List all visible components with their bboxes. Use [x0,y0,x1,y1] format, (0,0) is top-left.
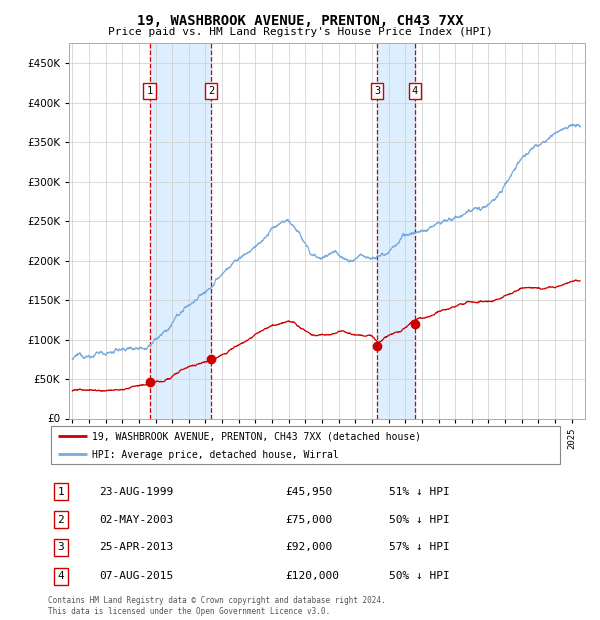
Text: £75,000: £75,000 [286,515,332,525]
Text: 07-AUG-2015: 07-AUG-2015 [100,572,174,582]
Text: 4: 4 [58,572,64,582]
Text: 50% ↓ HPI: 50% ↓ HPI [389,515,449,525]
Text: 1: 1 [58,487,64,497]
Text: £120,000: £120,000 [286,572,340,582]
Bar [149,43,211,418]
Text: 23-AUG-1999: 23-AUG-1999 [100,487,174,497]
Text: 2: 2 [58,515,64,525]
Text: £92,000: £92,000 [286,542,332,552]
Text: 4: 4 [412,86,418,95]
Bar [377,43,415,418]
Text: 2: 2 [208,86,214,95]
Text: Price paid vs. HM Land Registry's House Price Index (HPI): Price paid vs. HM Land Registry's House … [107,27,493,37]
Text: 19, WASHBROOK AVENUE, PRENTON, CH43 7XX (detached house): 19, WASHBROOK AVENUE, PRENTON, CH43 7XX … [92,432,421,441]
Text: 25-APR-2013: 25-APR-2013 [100,542,174,552]
Text: 51% ↓ HPI: 51% ↓ HPI [389,487,449,497]
Text: £45,950: £45,950 [286,487,332,497]
Text: 50% ↓ HPI: 50% ↓ HPI [389,572,449,582]
Text: 3: 3 [374,86,380,95]
Text: 3: 3 [58,542,64,552]
Text: HPI: Average price, detached house, Wirral: HPI: Average price, detached house, Wirr… [92,450,338,460]
Text: 02-MAY-2003: 02-MAY-2003 [100,515,174,525]
FancyBboxPatch shape [50,426,560,464]
Text: 57% ↓ HPI: 57% ↓ HPI [389,542,449,552]
Text: 1: 1 [146,86,152,95]
Text: Contains HM Land Registry data © Crown copyright and database right 2024.
This d: Contains HM Land Registry data © Crown c… [48,596,386,616]
Text: 19, WASHBROOK AVENUE, PRENTON, CH43 7XX: 19, WASHBROOK AVENUE, PRENTON, CH43 7XX [137,14,463,29]
